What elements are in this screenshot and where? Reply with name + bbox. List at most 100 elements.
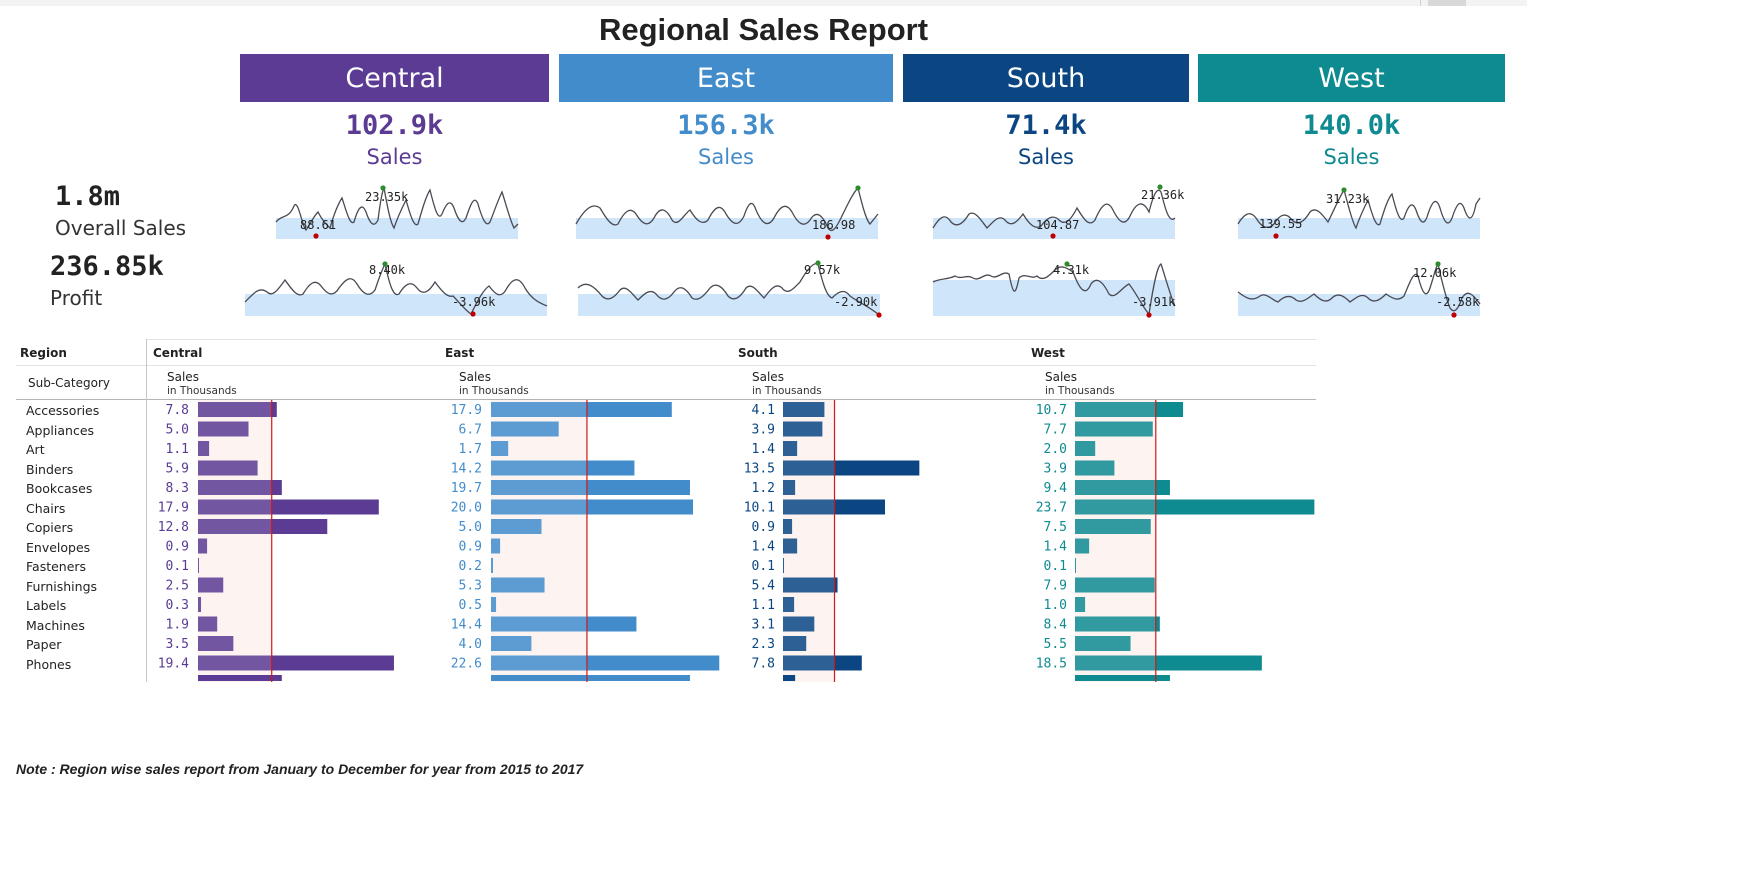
bar-west [1075, 441, 1096, 456]
bar-value-label: 0.1 [752, 559, 775, 574]
bar-east [491, 421, 559, 437]
bar-value-label: 1.9 [166, 618, 189, 633]
table-region-header: Region [20, 346, 67, 360]
bar-west [1075, 655, 1156, 671]
kpi-sales-south: 71.4k [1005, 110, 1087, 141]
bar-west [1075, 558, 1077, 573]
bar-south-over [834, 499, 886, 515]
kpi-sales-central: 102.9k [345, 110, 444, 141]
bar-value-label: 5.9 [166, 462, 189, 477]
overall-sales-value: 1.8m [55, 181, 121, 212]
sales-bar-chart: 7.8 5.0 1.1 5.9 8.3 17.9 12.8 0.9 0.1 2.5 0.3 1.9 3.… [158, 400, 1315, 682]
bar-value-label: 7.5 [1044, 520, 1067, 535]
bar-west [1075, 480, 1156, 495]
bar-south [783, 616, 815, 632]
bar-east [491, 616, 587, 632]
subcategory-label: Fasteners [26, 559, 87, 574]
bar-central-over [271, 480, 282, 495]
bar-central [198, 636, 234, 651]
bar-west [1075, 636, 1131, 651]
bar-west-over [1155, 655, 1262, 671]
bar-east [491, 402, 587, 417]
bar-south [783, 655, 835, 671]
bar-central [198, 538, 208, 554]
bar-west [1075, 577, 1155, 593]
bar-west [1075, 597, 1086, 612]
bar-south-over [834, 577, 838, 593]
bar-value-label: 13.5 [744, 462, 775, 477]
subcategory-label: Machines [26, 617, 85, 633]
bar-partial-row [198, 675, 282, 681]
bar-value-label: 19.4 [158, 657, 189, 672]
bar-value-label: 10.7 [1036, 403, 1067, 418]
bar-east [491, 519, 542, 534]
bar-west [1075, 421, 1153, 437]
bar-value-label: 2.3 [752, 637, 775, 652]
bar-partial-row [1075, 675, 1170, 681]
bar-value-label: 1.0 [1044, 598, 1067, 613]
bar-south-over [834, 460, 920, 476]
bar-partial-row [491, 675, 690, 681]
bar-value-label: 1.1 [166, 442, 189, 457]
bar-south [783, 480, 796, 495]
kpi-label-east: Sales [698, 145, 754, 169]
bar-south [783, 441, 798, 456]
bar-east [491, 499, 587, 515]
toolbar-separator [1420, 0, 1421, 6]
bar-value-label: 3.5 [166, 637, 189, 652]
subcategory-label: Art [26, 442, 45, 457]
subcategory-label: Paper [26, 637, 62, 652]
bar-value-label: 22.6 [451, 657, 482, 672]
bar-south [783, 636, 807, 651]
bar-value-label: 1.4 [1044, 540, 1068, 555]
bar-value-label: 14.2 [451, 462, 482, 477]
overall-sales-label: Overall Sales [55, 216, 187, 240]
bar-central-over [271, 402, 277, 417]
kpi-label-central: Sales [366, 145, 423, 169]
bar-south [783, 402, 825, 417]
table-top-border [146, 339, 1316, 340]
sparkline-profit-south-max-label: 4.31k [1053, 263, 1090, 277]
sparkline-sales-south-min-label: 104.87 [1036, 218, 1079, 232]
subcategory-label: Copiers [26, 520, 74, 535]
bar-east-over [586, 499, 693, 515]
sparkline-profit-south-min-label: -3.91k [1132, 295, 1176, 309]
table-header-divider [16, 365, 1316, 366]
bar-value-label: 6.7 [459, 423, 482, 438]
bar-value-label: 4.1 [752, 403, 775, 418]
bar-east-over [586, 480, 690, 495]
region-header-west: West [1198, 54, 1505, 102]
kpi-sales-west: 140.0k [1302, 110, 1401, 141]
bar-west-over [1155, 402, 1184, 417]
sparkline-sales-west: 139.55 31.23k [1237, 187, 1481, 239]
table-col-header-south: South [738, 346, 778, 360]
bar-central-over [271, 655, 394, 671]
table-column-divider [146, 339, 147, 682]
bar-south [783, 597, 795, 612]
reference-band-central [198, 400, 272, 682]
top-toolbar-strip [0, 0, 1527, 6]
bar-value-label: 1.7 [459, 442, 482, 457]
bar-central [198, 441, 210, 456]
bar-value-label: 0.2 [459, 559, 482, 574]
sparkline-sales-south: 104.87 21.36k [932, 184, 1185, 239]
bar-value-label: 5.5 [1044, 637, 1067, 652]
table-body-divider [16, 399, 1316, 400]
bar-west [1075, 519, 1151, 534]
bar-value-label: 5.0 [459, 520, 482, 535]
sparkline-profit-east-min-label: -2.90k [834, 295, 878, 309]
bar-value-label: 0.3 [166, 598, 189, 613]
table-subcategory-header: Sub-Category [28, 376, 110, 390]
bar-value-label: 19.7 [451, 481, 482, 496]
sparkline-sales-central-min-label: 88.61 [300, 218, 336, 232]
measure-label-west: Sales [1045, 370, 1077, 384]
sparkline-profit-east-max-label: 9.57k [804, 263, 841, 277]
measure-label-south: Sales [752, 370, 784, 384]
toolbar-button[interactable] [1428, 0, 1466, 6]
bar-value-label: 1.2 [752, 481, 775, 496]
subcategory-label: Appliances [26, 422, 95, 438]
bar-central [198, 460, 258, 476]
bar-south [783, 460, 835, 476]
bar-east-over [586, 616, 637, 632]
bar-value-label: 2.5 [166, 579, 189, 594]
